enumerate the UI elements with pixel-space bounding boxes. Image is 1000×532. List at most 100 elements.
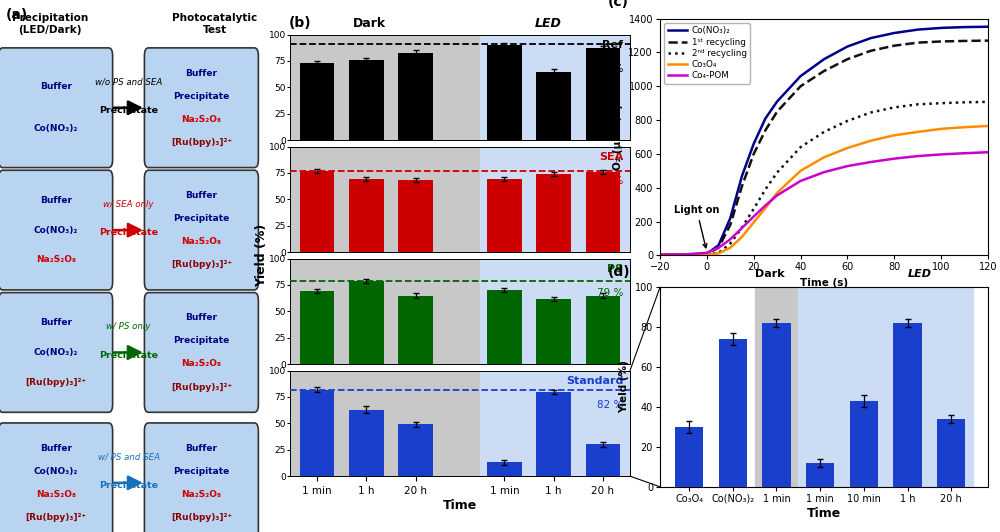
- Text: 82 %: 82 %: [597, 400, 623, 410]
- Text: (a): (a): [5, 8, 28, 22]
- Co₄-POM: [935, 151, 947, 157]
- Co₄-POM: [713, 245, 725, 251]
- Co₃O₄: [759, 205, 771, 211]
- Co₃O₄: [677, 251, 689, 257]
- Co(NO₃)₂: [724, 215, 736, 221]
- Bar: [349, 410, 384, 476]
- Co(NO₃)₂: [818, 56, 830, 62]
- Text: Precipitate: Precipitate: [173, 214, 230, 223]
- Bar: [798, 287, 973, 487]
- 2ⁿᵈ recycling: [677, 251, 689, 257]
- Y-axis label: Yield (%): Yield (%): [619, 361, 629, 413]
- Text: SEA: SEA: [599, 152, 623, 162]
- Co₄-POM: [912, 153, 924, 159]
- Co₄-POM: [759, 202, 771, 209]
- 2ⁿᵈ recycling: [959, 99, 971, 105]
- Text: Precipitate: Precipitate: [173, 336, 230, 345]
- Co₄-POM: [841, 163, 853, 169]
- 1ˢᵗ recycling: [654, 251, 666, 257]
- FancyBboxPatch shape: [144, 293, 258, 412]
- Co₃O₄: [888, 132, 900, 138]
- Bar: [487, 462, 522, 476]
- Co₃O₄: [701, 251, 713, 257]
- Bar: [290, 371, 480, 476]
- X-axis label: Time: Time: [443, 498, 477, 512]
- Bar: [300, 389, 334, 476]
- Co₄-POM: [982, 149, 994, 155]
- 1ˢᵗ recycling: [795, 83, 807, 89]
- Co₄-POM: [748, 213, 760, 220]
- 2ⁿᵈ recycling: [771, 169, 783, 176]
- Co₃O₄: [841, 145, 853, 151]
- Co₄-POM: [677, 251, 689, 257]
- 2ⁿᵈ recycling: [935, 100, 947, 106]
- Co₃O₄: [713, 250, 725, 256]
- FancyBboxPatch shape: [0, 48, 113, 168]
- Line: Co₃O₄: Co₃O₄: [660, 126, 988, 254]
- Text: Precipitate: Precipitate: [99, 106, 158, 115]
- Co₄-POM: [771, 192, 783, 198]
- FancyBboxPatch shape: [0, 170, 113, 290]
- Co₃O₄: [865, 137, 877, 144]
- 1ˢᵗ recycling: [724, 222, 736, 228]
- Text: w/ SEA only: w/ SEA only: [103, 200, 154, 209]
- Text: [Ru(bpy)₃]²⁺: [Ru(bpy)₃]²⁺: [171, 513, 232, 522]
- Text: Precipitate: Precipitate: [99, 228, 158, 237]
- Text: Buffer: Buffer: [185, 444, 217, 453]
- 2ⁿᵈ recycling: [865, 109, 877, 115]
- Bar: [349, 179, 384, 252]
- Text: 79 %: 79 %: [597, 288, 623, 298]
- Text: Dark: Dark: [755, 269, 784, 279]
- Co₃O₄: [748, 219, 760, 226]
- Bar: [398, 180, 433, 252]
- Text: Na₂S₂O₈: Na₂S₂O₈: [181, 115, 221, 124]
- Text: [Ru(bpy)₃]²⁺: [Ru(bpy)₃]²⁺: [171, 383, 232, 392]
- Text: Buffer: Buffer: [185, 191, 217, 200]
- 1ˢᵗ recycling: [888, 43, 900, 49]
- 1ˢᵗ recycling: [759, 127, 771, 134]
- Bar: [536, 174, 571, 252]
- Bar: [806, 463, 834, 487]
- Text: Dark: Dark: [353, 18, 386, 30]
- Co₄-POM: [865, 159, 877, 165]
- Text: Precipitate: Precipitate: [99, 481, 158, 490]
- Co(NO₃)₂: [935, 24, 947, 31]
- Text: Buffer: Buffer: [40, 318, 72, 327]
- Bar: [349, 281, 384, 364]
- Text: w/ PS only: w/ PS only: [106, 322, 151, 331]
- 1ˢᵗ recycling: [677, 251, 689, 257]
- Bar: [300, 292, 334, 364]
- 2ⁿᵈ recycling: [888, 104, 900, 111]
- 1ˢᵗ recycling: [865, 47, 877, 54]
- Bar: [487, 179, 522, 252]
- Co(NO₃)₂: [759, 115, 771, 122]
- 2ⁿᵈ recycling: [654, 251, 666, 257]
- Bar: [536, 71, 571, 140]
- Co₄-POM: [959, 150, 971, 156]
- Text: Buffer: Buffer: [40, 444, 72, 453]
- Text: Buffer: Buffer: [185, 313, 217, 322]
- Bar: [675, 427, 703, 487]
- Co₃O₄: [724, 245, 736, 251]
- Bar: [349, 60, 384, 140]
- Text: 77 %: 77 %: [597, 176, 623, 186]
- Bar: [290, 146, 480, 252]
- Bar: [755, 287, 798, 487]
- Bar: [586, 172, 620, 252]
- Co₃O₄: [795, 168, 807, 174]
- Bar: [290, 259, 480, 364]
- Co(NO₃)₂: [677, 251, 689, 257]
- Co₄-POM: [736, 225, 748, 231]
- 2ⁿᵈ recycling: [736, 225, 748, 231]
- Text: Photocatalytic
Test: Photocatalytic Test: [172, 13, 257, 35]
- 2ⁿᵈ recycling: [701, 251, 713, 257]
- Text: Precipitate: Precipitate: [173, 467, 230, 476]
- Bar: [762, 323, 791, 487]
- Text: Na₂S₂O₈: Na₂S₂O₈: [36, 490, 76, 499]
- Text: Ref: Ref: [602, 40, 623, 50]
- Co₃O₄: [912, 129, 924, 135]
- Co₄-POM: [888, 155, 900, 162]
- Text: Buffer: Buffer: [185, 69, 217, 78]
- Text: (b): (b): [288, 16, 311, 30]
- Text: Light on: Light on: [674, 205, 719, 248]
